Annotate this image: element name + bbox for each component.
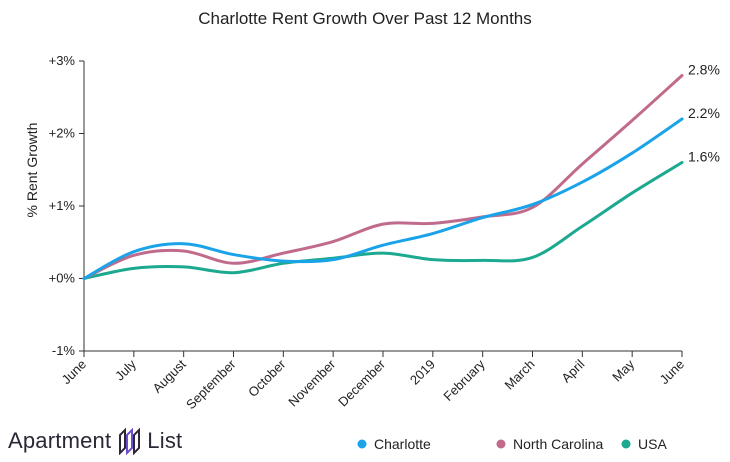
x-tick-label: 2019 — [407, 357, 438, 388]
series-lines — [82, 74, 684, 280]
y-tick-label: +1% — [49, 198, 76, 213]
x-tick-label: May — [609, 356, 637, 384]
series-line-charlotte — [82, 117, 684, 280]
x-tick-label: August — [150, 356, 189, 395]
end-label-charlotte: 2.2% — [688, 105, 720, 121]
x-tick-label: March — [501, 357, 537, 393]
x-tick-label: February — [440, 356, 488, 404]
x-tick-label: November — [285, 356, 338, 409]
x-tick-label: April — [558, 356, 587, 385]
legend: Charlotte North Carolina USA — [357, 436, 667, 452]
y-axis-label: % Rent Growth — [24, 123, 40, 218]
brand-name-right: List — [147, 428, 183, 453]
x-tick-label: October — [245, 356, 289, 400]
legend-marker-north-carolina — [496, 439, 506, 449]
legend-label-north-carolina: North Carolina — [513, 436, 603, 452]
x-tick-label: June — [657, 357, 688, 388]
y-tick-label: +2% — [49, 126, 76, 141]
x-tick-label: December — [335, 356, 388, 409]
legend-marker-charlotte — [357, 439, 367, 449]
axes — [83, 61, 682, 352]
y-tick-label: +3% — [49, 53, 76, 68]
end-label-north-carolina: 2.8% — [688, 62, 720, 78]
apartment-list-logo-icon — [119, 427, 141, 455]
series-line-north-carolina — [82, 74, 684, 280]
y-tick-label: -1% — [52, 343, 76, 358]
end-labels: 1.6% 2.8% 2.2% — [688, 62, 720, 165]
series-line-usa — [82, 161, 684, 280]
y-tick-label: +0% — [49, 271, 76, 286]
y-ticks: +3% +2% +1% +0% -1% — [49, 53, 84, 358]
x-tick-label: June — [59, 357, 90, 388]
legend-marker-usa — [621, 439, 631, 449]
brand-logo: Apartment List — [8, 426, 182, 456]
end-label-usa: 1.6% — [688, 149, 720, 165]
chart-title: Charlotte Rent Growth Over Past 12 Month… — [198, 9, 532, 28]
legend-label-charlotte: Charlotte — [374, 436, 431, 452]
x-tick-label: September — [183, 356, 239, 412]
x-tick-label: July — [112, 356, 139, 383]
legend-label-usa: USA — [638, 436, 667, 452]
brand-name-left: Apartment — [8, 428, 112, 453]
